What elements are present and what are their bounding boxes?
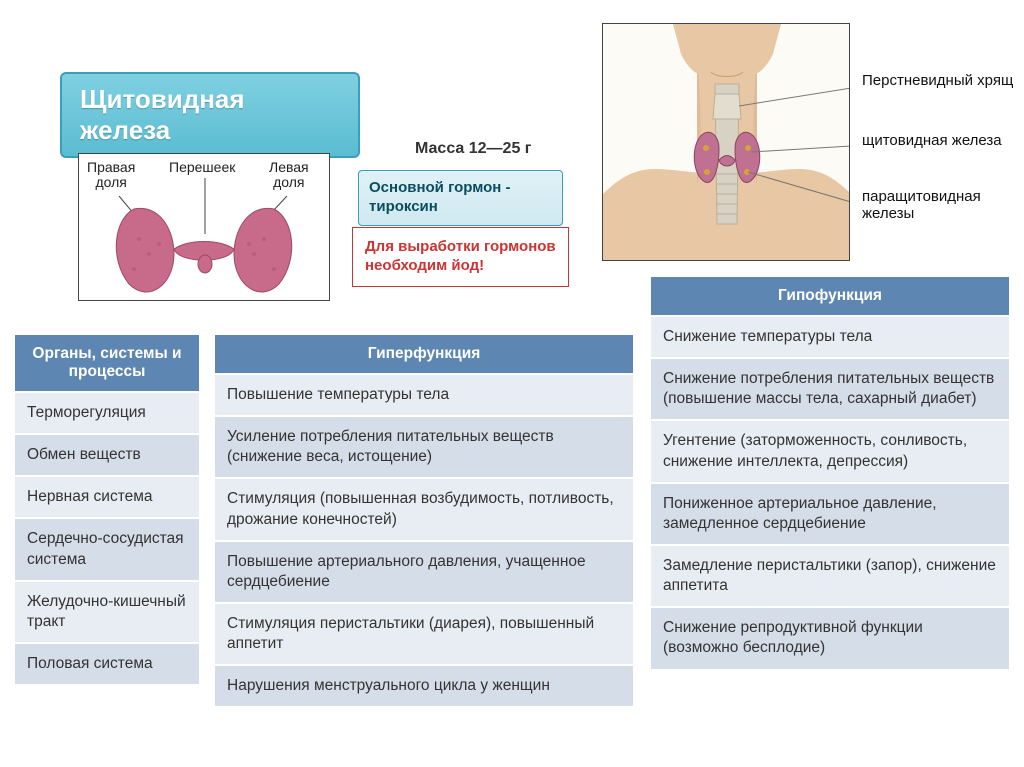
hypo-row: Пониженное артериальное давление, замедл… <box>650 483 1010 545</box>
thyroid-diagram: Праваядоля Перешеек Леваядоля <box>78 153 330 301</box>
anatomy-label-thyroid: щитовидная железа <box>862 132 1002 149</box>
anatomy-svg <box>603 24 850 261</box>
hyper-row: Повышение артериального давления, учащен… <box>214 541 634 603</box>
hypo-row: Снижение температуры тела <box>650 316 1010 358</box>
page-title: Щитовидная железа <box>60 72 360 158</box>
hormone-info-box: Основной гормон - тироксин <box>358 170 563 226</box>
iodine-info-box: Для выработки гормонов необходим йод! <box>352 227 569 287</box>
hyper-row: Нарушения менструального цикла у женщин <box>214 665 634 707</box>
mass-label: Масса 12—25 г <box>415 140 531 158</box>
organs-row: Нервная система <box>14 476 200 518</box>
anatomy-label-cricoid: Перстневидный хрящ <box>862 72 1013 89</box>
organs-row: Терморегуляция <box>14 392 200 434</box>
hypo-row: Снижение потребления питательных веществ… <box>650 358 1010 420</box>
hypofunction-table: Гипофункция Снижение температуры тела Сн… <box>650 276 1010 670</box>
hypo-row: Снижение репродуктивной функции (возможн… <box>650 607 1010 669</box>
hypo-row: Угентение (заторможенность, сонливость, … <box>650 420 1010 482</box>
hyper-row: Стимуляция перистальтики (диарея), повыш… <box>214 603 634 665</box>
hyperfunction-table: Гиперфункция Повышение температуры тела … <box>214 334 634 707</box>
hyper-row: Усиление потребления питательных веществ… <box>214 416 634 478</box>
anatomy-figure <box>602 23 850 261</box>
hyper-header: Гиперфункция <box>214 334 634 374</box>
organs-row: Половая система <box>14 643 200 685</box>
hypo-header: Гипофункция <box>650 276 1010 316</box>
organs-header: Органы, системы и процессы <box>14 334 200 392</box>
thyroid-svg <box>79 154 331 302</box>
hyper-row: Стимуляция (повышенная возбудимость, пот… <box>214 478 634 540</box>
organs-row: Желудочно-кишечный тракт <box>14 581 200 643</box>
organs-row: Сердечно-сосудистая система <box>14 518 200 580</box>
hyper-row: Повышение температуры тела <box>214 374 634 416</box>
hypo-row: Замедление перистальтики (запор), снижен… <box>650 545 1010 607</box>
organs-table: Органы, системы и процессы Терморегуляци… <box>14 334 200 685</box>
anatomy-label-parathyroid: паращитовидна­я железы <box>862 188 1024 223</box>
organs-row: Обмен веществ <box>14 434 200 476</box>
